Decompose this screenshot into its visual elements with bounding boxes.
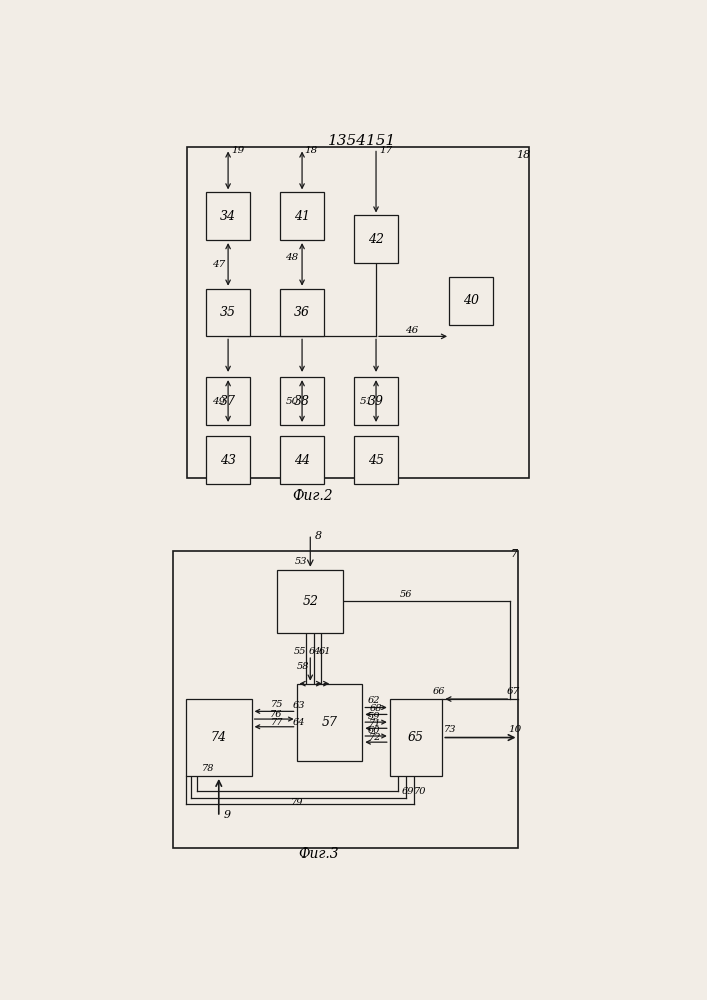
Text: 64: 64	[293, 718, 305, 727]
Bar	[354, 436, 398, 484]
Bar	[390, 699, 442, 776]
Bar	[354, 215, 398, 263]
Text: 73: 73	[444, 725, 456, 734]
Bar	[187, 147, 530, 478]
Text: 42: 42	[368, 233, 384, 246]
Text: 76: 76	[269, 710, 282, 719]
Text: 70: 70	[414, 787, 426, 796]
Text: 8: 8	[315, 531, 322, 541]
Text: 47: 47	[212, 260, 226, 269]
Text: 51: 51	[360, 397, 373, 406]
Text: 66: 66	[433, 687, 445, 696]
Text: 36: 36	[294, 306, 310, 319]
Text: 63: 63	[293, 701, 305, 710]
Bar	[354, 377, 398, 425]
Text: 18: 18	[305, 146, 318, 155]
Bar	[206, 436, 250, 484]
Text: 75: 75	[271, 700, 283, 709]
Text: 74: 74	[211, 731, 227, 744]
Text: 71: 71	[369, 719, 382, 728]
Text: 52: 52	[303, 595, 318, 608]
Bar	[186, 699, 252, 776]
Text: 49: 49	[211, 397, 225, 406]
Text: 77: 77	[271, 718, 283, 727]
Bar	[297, 684, 362, 761]
Text: 19: 19	[230, 146, 244, 155]
Text: 40: 40	[463, 294, 479, 307]
Text: Фиг.2: Фиг.2	[293, 489, 333, 503]
Text: 46: 46	[405, 326, 419, 335]
Bar	[280, 192, 324, 240]
Text: 61: 61	[319, 647, 332, 656]
Text: 56: 56	[400, 590, 412, 599]
Text: 58: 58	[297, 662, 310, 671]
Bar	[173, 551, 518, 848]
Bar	[277, 570, 343, 633]
Text: 38: 38	[294, 395, 310, 408]
Text: 69: 69	[402, 787, 414, 796]
Text: 62: 62	[368, 696, 380, 705]
Bar	[206, 289, 250, 336]
Text: 53: 53	[295, 557, 308, 566]
Text: 1354151: 1354151	[328, 134, 397, 148]
Text: 64: 64	[308, 647, 321, 656]
Text: 10: 10	[508, 725, 521, 734]
Text: 59: 59	[368, 712, 380, 721]
Text: 72: 72	[369, 733, 382, 742]
Text: 79: 79	[291, 798, 303, 807]
Text: 65: 65	[408, 731, 424, 744]
Text: 44: 44	[294, 454, 310, 467]
Text: Фиг.3: Фиг.3	[298, 847, 339, 861]
Bar	[280, 289, 324, 336]
Text: 39: 39	[368, 395, 384, 408]
Text: 45: 45	[368, 454, 384, 467]
Text: 34: 34	[220, 210, 236, 223]
Text: 7: 7	[511, 549, 518, 559]
Text: 78: 78	[201, 764, 214, 773]
Text: 67: 67	[506, 687, 520, 696]
Text: 48: 48	[285, 253, 298, 262]
Text: 9: 9	[223, 810, 230, 820]
Text: 55: 55	[294, 647, 307, 656]
Bar	[449, 277, 493, 325]
Text: 68: 68	[369, 704, 382, 713]
Text: 60: 60	[368, 726, 380, 735]
Text: 43: 43	[220, 454, 236, 467]
Text: 37: 37	[220, 395, 236, 408]
Text: 57: 57	[322, 716, 337, 729]
Text: 50: 50	[286, 397, 299, 406]
Text: 41: 41	[294, 210, 310, 223]
Text: 35: 35	[220, 306, 236, 319]
Bar	[206, 377, 250, 425]
Text: 17: 17	[379, 146, 392, 155]
Bar	[206, 192, 250, 240]
Bar	[280, 377, 324, 425]
Bar	[280, 436, 324, 484]
Text: 18: 18	[516, 150, 530, 160]
